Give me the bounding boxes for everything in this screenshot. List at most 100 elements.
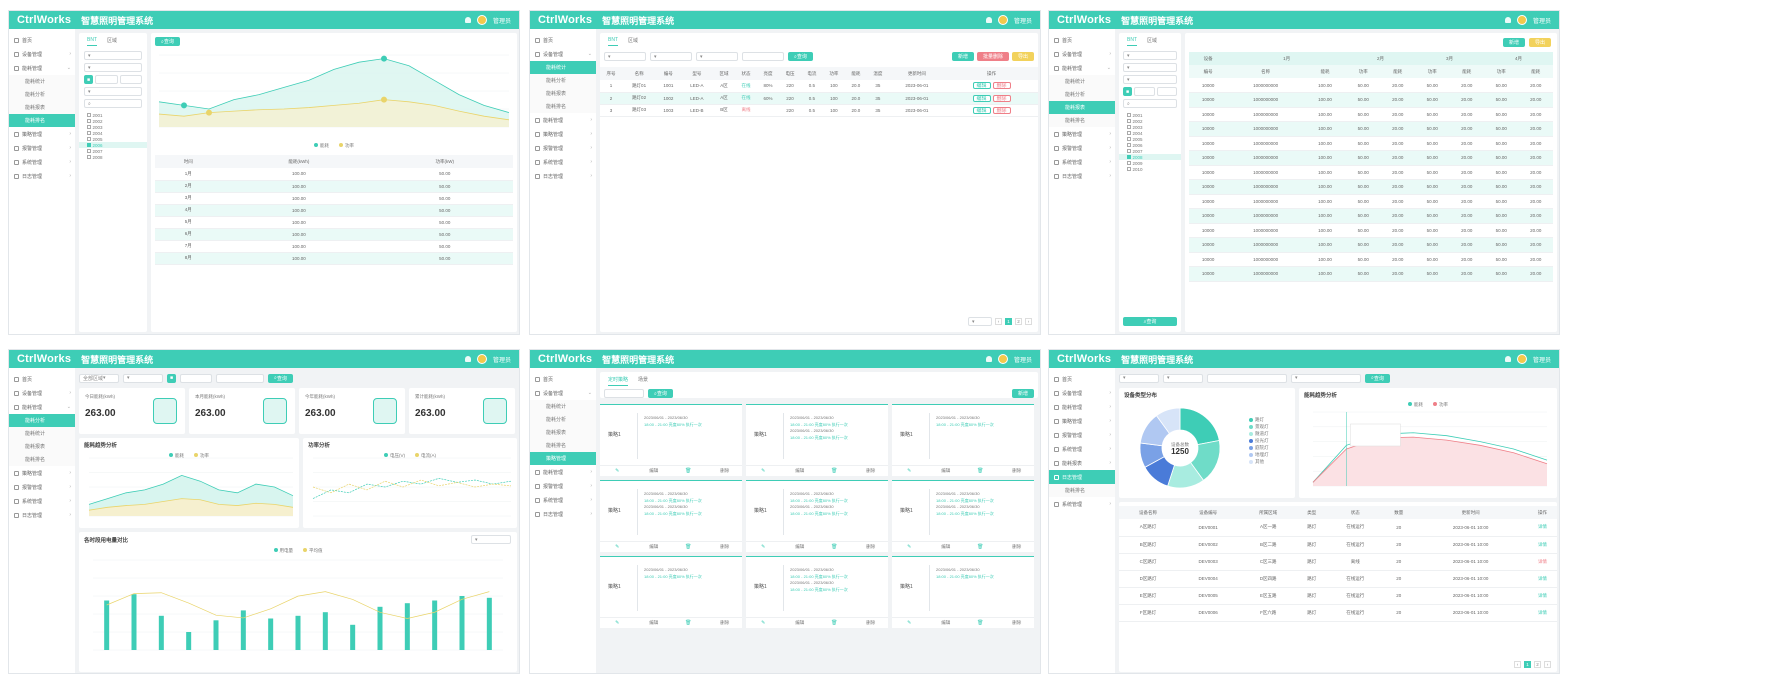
sidebar-item[interactable]: 设备管理 ›	[9, 386, 75, 400]
detail-link[interactable]: 详情	[1537, 558, 1547, 564]
sidebar-subitem[interactable]: 能耗分析	[530, 74, 596, 87]
user-name[interactable]: 管理员	[1532, 18, 1551, 25]
sidebar-subitem[interactable]: 能耗排名	[530, 439, 596, 452]
sidebar-item[interactable]: 日志管理 ›	[530, 507, 596, 521]
sidebar-subitem[interactable]: 能耗报表	[530, 87, 596, 100]
sidebar-item[interactable]: 系统管理 ›	[9, 494, 75, 508]
page-1[interactable]: 1	[1524, 661, 1531, 668]
filter-select[interactable]: ▾	[1119, 373, 1159, 383]
avatar[interactable]	[997, 354, 1008, 364]
strategy-card[interactable]: 策略1 2023/06/01 - 2023/06/30 18:00 - 21:00 …	[892, 480, 1034, 552]
add-button[interactable]: 新增	[951, 52, 974, 61]
sidebar-item[interactable]: 策略管理 ›	[1049, 127, 1115, 141]
user-name[interactable]: 管理员	[1013, 18, 1032, 25]
sidebar-item[interactable]: 系统管理 ›	[1049, 497, 1115, 511]
edit-button[interactable]: ✎ 编辑	[600, 466, 671, 476]
strategy-card[interactable]: 策略1 2023/06/01 - 2023/06/30 18:00 - 21:00 …	[746, 480, 888, 552]
filter-select[interactable]: ▾	[1163, 373, 1203, 383]
sidebar-subitem[interactable]: 能耗排名	[1049, 114, 1115, 127]
strategy-card[interactable]: 策略1 2023/06/01 - 2023/06/30 18:00 - 21:00 …	[746, 404, 888, 476]
page-size-select[interactable]: ▾	[968, 317, 992, 326]
strategy-card[interactable]: 策略1 2023/06/01 - 2023/06/30 18:00 - 21:00 …	[600, 556, 742, 628]
checkbox-icon[interactable]	[87, 113, 91, 117]
bell-icon[interactable]	[985, 356, 992, 362]
sidebar-item[interactable]: 系统管理 ›	[530, 155, 596, 169]
sidebar-item[interactable]: 系统管理 ›	[1049, 442, 1115, 456]
edit-button[interactable]: ✎ 编辑	[600, 618, 671, 628]
export-button[interactable]: 导出	[1011, 52, 1034, 61]
filter-select[interactable]: ▾	[696, 52, 738, 61]
add-button[interactable]: 新增	[1502, 38, 1525, 47]
tree-node[interactable]: 2007	[1119, 148, 1181, 154]
sidebar-item[interactable]: 报警管理 ›	[1049, 428, 1115, 442]
checkbox-icon[interactable]	[87, 143, 91, 147]
edit-button[interactable]: 编辑	[972, 106, 991, 114]
strategy-card[interactable]: 策略1 2023/06/01 - 2023/06/30 18:00 - 21:00 …	[746, 556, 888, 628]
sidebar-subitem[interactable]: 能耗统计	[1049, 75, 1115, 88]
sidebar-subitem-active[interactable]: 能耗排名	[9, 114, 75, 127]
sidebar-item[interactable]: 设备管理 ⌄	[530, 386, 596, 400]
tree-node[interactable]: 2001	[1119, 112, 1181, 118]
checkbox-icon[interactable]	[1127, 143, 1131, 147]
tree-node[interactable]: 2002	[79, 118, 147, 124]
query-button[interactable]: ⌕ 查询	[1365, 373, 1390, 383]
filter-option[interactable]	[119, 75, 142, 84]
user-name[interactable]: 管理员	[492, 357, 511, 364]
tab-area[interactable]: 区域	[107, 38, 118, 44]
strategy-card[interactable]: 策略1 2023/06/01 - 2023/06/30 18:00 - 21:00 …	[892, 556, 1034, 628]
query-button[interactable]: ⌕ 查询	[268, 373, 293, 383]
select-field[interactable]: ▾	[1123, 51, 1177, 60]
sidebar-item[interactable]: 策略管理 ›	[9, 127, 75, 141]
tree-node[interactable]: 2001	[79, 112, 147, 118]
bell-icon[interactable]	[1504, 356, 1511, 362]
sidebar-subitem[interactable]: 能耗分析	[530, 413, 596, 426]
export-button[interactable]: 导出	[1528, 38, 1551, 47]
sidebar-subitem-active[interactable]: 策略管理	[530, 452, 596, 465]
delete-button[interactable]: 🗑 删除	[817, 542, 888, 552]
sidebar-item[interactable]: 系统管理 ›	[9, 155, 75, 169]
detail-link[interactable]: 详情	[1537, 575, 1547, 581]
page-2[interactable]: 2	[1015, 318, 1022, 325]
date-input[interactable]	[180, 373, 213, 383]
sidebar-item[interactable]: 首页	[1049, 372, 1115, 386]
checkbox-icon[interactable]	[87, 155, 91, 159]
sidebar-subitem[interactable]: 能耗统计	[9, 427, 75, 440]
sidebar-subitem[interactable]: 能耗统计	[530, 400, 596, 413]
delete-button[interactable]: 🗑 删除	[671, 618, 742, 628]
select-field[interactable]: ▾	[84, 63, 142, 72]
edit-button[interactable]: ✎ 编辑	[892, 466, 963, 476]
area-select[interactable]: 全部区域 ▾	[79, 373, 119, 383]
page-prev[interactable]: ‹	[995, 318, 1002, 325]
checkbox-icon[interactable]	[87, 119, 91, 123]
query-button[interactable]: ⌕ 查询	[648, 389, 673, 398]
bell-icon[interactable]	[464, 356, 471, 362]
filter-button[interactable]: ■	[167, 373, 177, 383]
sidebar-subitem[interactable]: 能耗报表	[530, 426, 596, 439]
date-input[interactable]	[216, 373, 265, 383]
sidebar-item[interactable]: 首页	[9, 33, 75, 47]
user-name[interactable]: 管理员	[492, 18, 511, 25]
page-2[interactable]: 2	[1534, 661, 1541, 668]
sidebar-item[interactable]: 能耗管理 ›	[530, 113, 596, 127]
checkbox-icon[interactable]	[1127, 167, 1131, 171]
edit-button[interactable]: ✎ 编辑	[892, 618, 963, 628]
user-name[interactable]: 管理员	[1532, 357, 1551, 364]
bell-icon[interactable]	[1504, 17, 1511, 23]
detail-link[interactable]: 详情	[1537, 524, 1547, 530]
tab-bnt[interactable]: BNT	[1127, 37, 1137, 46]
sidebar-subitem-active[interactable]: 能耗报表	[1049, 101, 1115, 114]
sidebar-item[interactable]: 设备管理 ⌄	[530, 47, 596, 61]
tree-node[interactable]: 2005	[1119, 136, 1181, 142]
sidebar-item[interactable]: 设备管理 ›	[9, 47, 75, 61]
avatar[interactable]	[997, 15, 1008, 25]
delete-button[interactable]: 删除	[992, 106, 1011, 114]
tree-node[interactable]: 2008	[79, 154, 147, 160]
checkbox-icon[interactable]	[1127, 149, 1131, 153]
checkbox-icon[interactable]	[1127, 119, 1131, 123]
bell-icon[interactable]	[985, 17, 992, 23]
select-field[interactable]: ▾	[84, 87, 142, 96]
filter-option[interactable]	[95, 75, 118, 84]
detail-link[interactable]: 详情	[1537, 609, 1547, 615]
checkbox-icon[interactable]	[87, 131, 91, 135]
filter-select[interactable]: ▾	[123, 373, 163, 383]
